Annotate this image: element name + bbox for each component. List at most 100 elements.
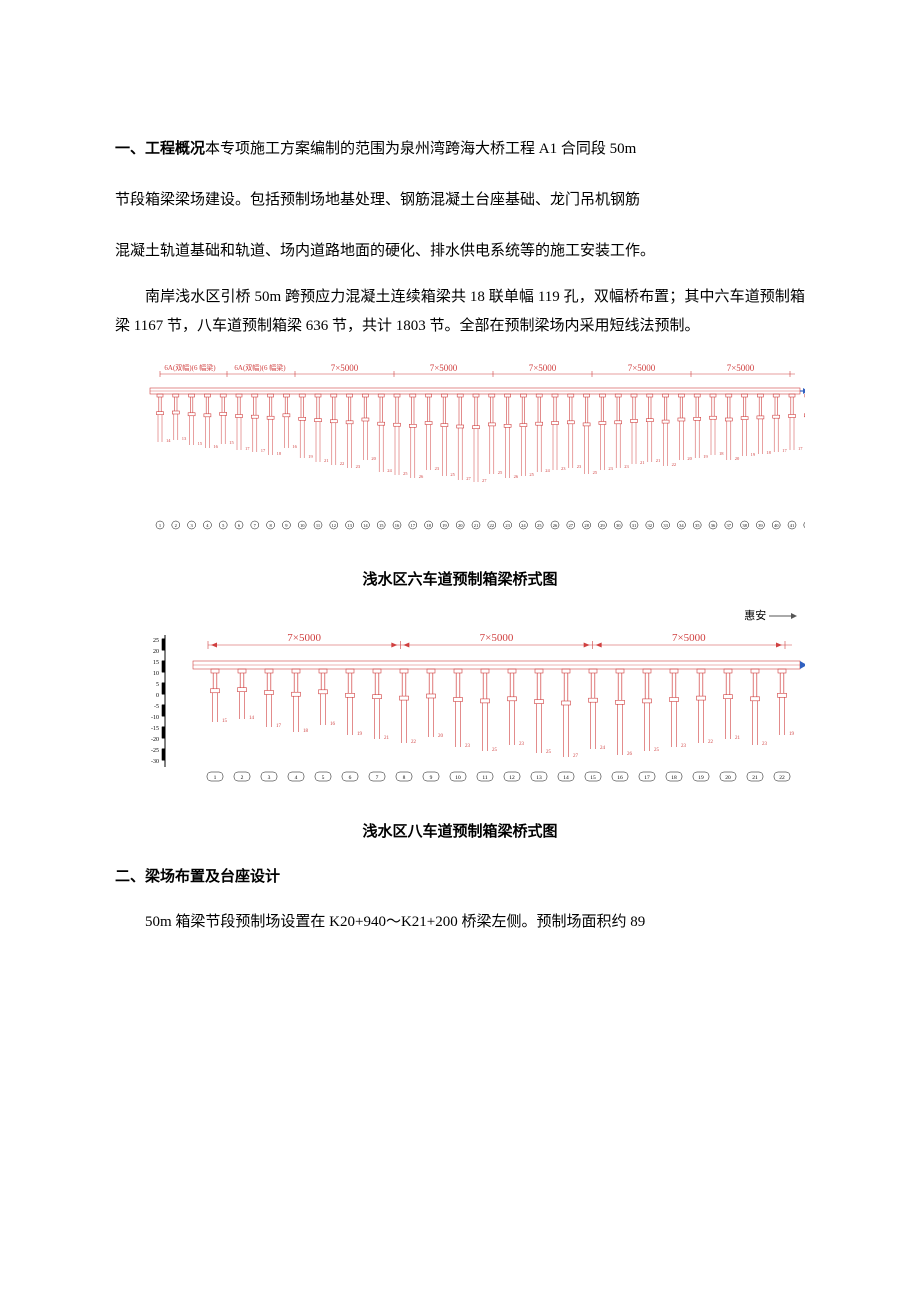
svg-text:16: 16 <box>213 444 218 449</box>
svg-text:14: 14 <box>563 775 569 781</box>
svg-text:25: 25 <box>654 748 660 753</box>
svg-text:24: 24 <box>387 468 392 473</box>
svg-text:21: 21 <box>324 458 329 463</box>
diagram2-container: 2520151050-5-10-15-20-25-307×50007×50007… <box>115 627 805 792</box>
svg-text:18: 18 <box>426 523 431 528</box>
diagram1-container: 6A(双幅)(6 幅梁)6A(双幅)(6 幅梁)7×50007×50007×50… <box>115 360 805 540</box>
svg-text:24: 24 <box>600 746 606 751</box>
svg-text:17: 17 <box>261 448 266 453</box>
svg-text:33: 33 <box>663 523 668 528</box>
section1-label: 一、工程概况 <box>115 141 205 157</box>
svg-text:20: 20 <box>438 734 444 739</box>
svg-text:22: 22 <box>411 740 417 745</box>
svg-text:7×5000: 7×5000 <box>331 363 359 373</box>
svg-text:3: 3 <box>268 775 271 781</box>
svg-text:20: 20 <box>153 649 159 655</box>
para1-text1: 本专项施工方案编制的范围为泉州湾跨海大桥工程 A1 合同段 50m <box>205 141 636 157</box>
svg-text:23: 23 <box>435 466 440 471</box>
svg-text:10: 10 <box>455 775 461 781</box>
svg-text:21: 21 <box>752 775 758 781</box>
svg-text:24: 24 <box>545 468 550 473</box>
diagram2-svg: 2520151050-5-10-15-20-25-307×50007×50007… <box>115 627 805 787</box>
para-1: 一、工程概况本专项施工方案编制的范围为泉州湾跨海大桥工程 A1 合同段 50m <box>115 130 805 169</box>
svg-text:27: 27 <box>569 523 574 528</box>
svg-text:8: 8 <box>403 775 406 781</box>
svg-text:27: 27 <box>573 754 579 759</box>
svg-text:22: 22 <box>779 775 785 781</box>
svg-text:7×5000: 7×5000 <box>287 632 321 644</box>
svg-text:25: 25 <box>498 470 503 475</box>
svg-text:24: 24 <box>521 523 526 528</box>
svg-text:17: 17 <box>245 446 250 451</box>
svg-text:3: 3 <box>190 523 193 528</box>
svg-text:23: 23 <box>762 742 768 747</box>
svg-text:22: 22 <box>340 461 345 466</box>
para-2: 南岸浅水区引桥 50m 跨预应力混凝土连续箱梁共 18 联单幅 119 孔，双幅… <box>115 283 805 340</box>
svg-text:18: 18 <box>766 450 771 455</box>
svg-text:25: 25 <box>529 472 534 477</box>
svg-text:9: 9 <box>430 775 433 781</box>
svg-text:26: 26 <box>553 523 558 528</box>
svg-text:-30: -30 <box>151 759 159 765</box>
svg-text:18: 18 <box>719 451 724 456</box>
svg-text:20: 20 <box>725 775 731 781</box>
svg-text:16: 16 <box>330 722 336 727</box>
svg-text:17: 17 <box>276 724 282 729</box>
svg-text:28: 28 <box>584 523 589 528</box>
svg-text:20: 20 <box>458 523 463 528</box>
svg-text:4: 4 <box>206 523 209 528</box>
svg-text:25: 25 <box>492 748 498 753</box>
svg-text:5: 5 <box>322 775 325 781</box>
svg-text:20: 20 <box>371 456 376 461</box>
svg-text:36: 36 <box>711 523 716 528</box>
svg-text:18: 18 <box>671 775 677 781</box>
diagram1-svg: 6A(双幅)(6 幅梁)6A(双幅)(6 幅梁)7×50007×50007×50… <box>115 360 805 535</box>
svg-text:5: 5 <box>156 682 159 688</box>
svg-text:25: 25 <box>546 750 552 755</box>
svg-text:-25: -25 <box>151 748 159 754</box>
svg-text:25: 25 <box>593 470 598 475</box>
svg-text:26: 26 <box>514 474 519 479</box>
svg-text:21: 21 <box>735 736 741 741</box>
svg-text:7×5000: 7×5000 <box>628 363 656 373</box>
svg-text:19: 19 <box>442 523 447 528</box>
svg-text:16: 16 <box>395 523 400 528</box>
svg-text:37: 37 <box>727 523 732 528</box>
svg-text:18: 18 <box>277 451 282 456</box>
svg-text:4: 4 <box>295 775 298 781</box>
svg-text:6A(双幅)(6 幅梁): 6A(双幅)(6 幅梁) <box>234 363 286 372</box>
svg-text:20: 20 <box>687 456 692 461</box>
direction-arrow-icon <box>769 612 797 620</box>
svg-text:22: 22 <box>672 462 677 467</box>
svg-text:14: 14 <box>363 523 368 528</box>
svg-text:39: 39 <box>758 523 763 528</box>
svg-text:23: 23 <box>681 744 687 749</box>
svg-text:23: 23 <box>577 464 582 469</box>
svg-text:21: 21 <box>384 736 390 741</box>
direction-text: 惠安 <box>744 610 766 622</box>
svg-text:17: 17 <box>798 446 803 451</box>
svg-text:15: 15 <box>222 719 228 724</box>
svg-text:23: 23 <box>519 742 525 747</box>
svg-text:8: 8 <box>269 523 272 528</box>
svg-text:19: 19 <box>789 732 795 737</box>
svg-text:31: 31 <box>632 523 637 528</box>
para-1-line3: 混凝土轨道基础和轨道、场内道路地面的硬化、排水供电系统等的施工安装工作。 <box>115 232 805 271</box>
svg-text:19: 19 <box>308 454 313 459</box>
svg-text:22: 22 <box>708 740 714 745</box>
svg-text:27: 27 <box>466 476 471 481</box>
svg-text:41: 41 <box>790 523 795 528</box>
svg-text:23: 23 <box>465 744 471 749</box>
svg-text:6A(双幅)(6 幅梁): 6A(双幅)(6 幅梁) <box>164 363 216 372</box>
svg-text:25: 25 <box>403 471 408 476</box>
svg-text:19: 19 <box>698 775 704 781</box>
svg-text:11: 11 <box>316 523 320 528</box>
svg-text:2: 2 <box>241 775 244 781</box>
svg-text:13: 13 <box>536 775 542 781</box>
svg-text:6: 6 <box>238 523 241 528</box>
svg-text:-10: -10 <box>151 715 159 721</box>
svg-text:15: 15 <box>590 775 596 781</box>
svg-text:1: 1 <box>214 775 217 781</box>
svg-text:25: 25 <box>153 638 159 644</box>
svg-text:16: 16 <box>617 775 623 781</box>
